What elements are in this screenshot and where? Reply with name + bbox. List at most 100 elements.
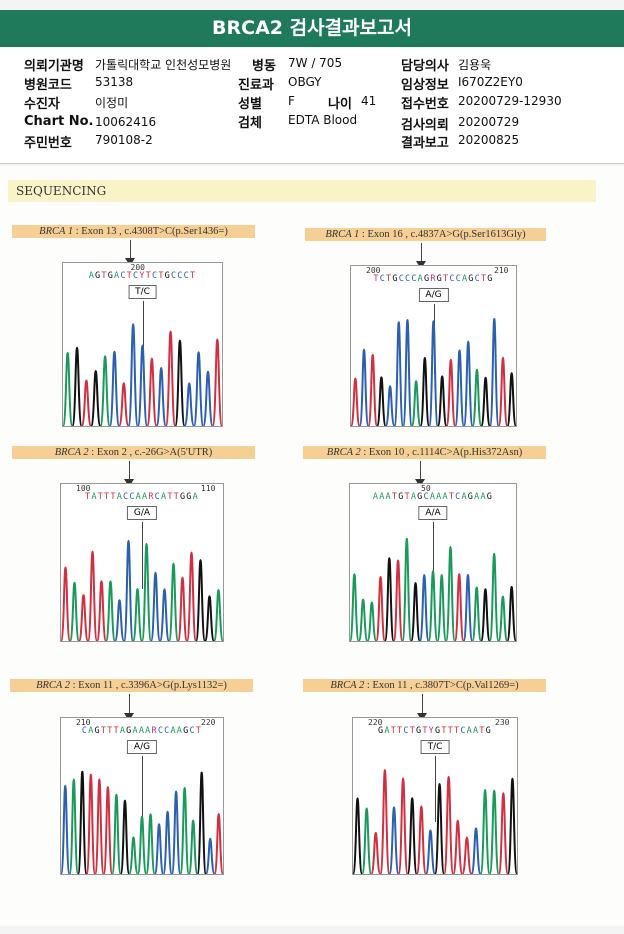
trace-peak xyxy=(479,788,491,874)
base-call: T xyxy=(85,492,92,502)
trace-peak xyxy=(436,574,448,641)
variant-label: BRCA 2 : Exon 11 , c.3807T>C(p.Val1269=) xyxy=(303,679,546,692)
gene-name: BRCA 2 xyxy=(326,447,361,458)
call-line xyxy=(142,522,143,589)
base-call: C xyxy=(474,274,481,284)
label: 병원코드 xyxy=(24,78,72,93)
value: 53138 xyxy=(95,75,134,89)
trace-peak xyxy=(358,348,370,426)
base-call: G xyxy=(486,492,494,502)
trace-peak xyxy=(370,831,382,874)
trace-peak xyxy=(367,353,379,426)
label: 병동 xyxy=(252,59,276,74)
trace-peak xyxy=(462,340,474,426)
trace-peak xyxy=(105,580,116,641)
position-number: 200 xyxy=(130,263,145,272)
base-call: C xyxy=(411,274,418,284)
trace-peak xyxy=(384,385,396,426)
trace-peak xyxy=(357,598,369,641)
base-call: T xyxy=(448,492,456,502)
label: 수진자 xyxy=(24,97,60,112)
trace-svg xyxy=(353,769,517,874)
trace-peak xyxy=(383,557,395,641)
trace-peak xyxy=(153,823,165,874)
trace-peak xyxy=(204,837,216,874)
base-call: G xyxy=(416,726,423,736)
trace-peak xyxy=(497,595,509,641)
call-line xyxy=(433,522,434,589)
trace-svg xyxy=(61,539,223,641)
base-call: R xyxy=(148,492,155,502)
label: 성별 xyxy=(238,97,262,112)
base-call: G xyxy=(485,726,492,736)
trace-peak xyxy=(132,588,143,641)
base-call: C xyxy=(455,274,462,284)
trace-svg xyxy=(350,537,516,641)
base-call: T xyxy=(145,271,152,281)
base-call: G xyxy=(424,274,431,284)
variant-label: BRCA 1 : Exon 16 , c.4837A>G(p.Ser1613Gl… xyxy=(305,228,546,241)
gene-name: BRCA 2 xyxy=(330,680,365,691)
call-line xyxy=(142,301,144,374)
base-call: A xyxy=(384,726,391,736)
trace-peak xyxy=(488,789,500,874)
base-call: A xyxy=(436,492,443,502)
variant-description: : Exon 2 , c.-26G>A(5'UTR) xyxy=(88,447,213,458)
trace-peak xyxy=(427,570,439,641)
trace-peak xyxy=(418,574,430,641)
trace-peak xyxy=(415,805,427,874)
variant-description: : Exon 11 , c.3396A>G(p.Lys1132=) xyxy=(70,680,227,691)
base-sequence: TCTGCCCAGRGTCCAGCTG xyxy=(351,274,516,284)
trace-peak xyxy=(471,368,483,426)
base-call: T xyxy=(442,274,450,284)
trace-peak xyxy=(461,836,473,874)
trace-peak xyxy=(128,836,139,874)
base-call: A xyxy=(176,726,184,736)
trace-peak xyxy=(361,807,373,874)
trace-peak xyxy=(61,566,71,641)
base-call: A xyxy=(417,274,424,284)
value: 20200825 xyxy=(458,133,520,147)
base-call: G xyxy=(183,726,190,736)
base-call: C xyxy=(120,271,127,281)
base-call: T xyxy=(397,726,404,736)
base-sequence: GATTCTGTYGTTTCAATG xyxy=(353,726,517,736)
trace-peak xyxy=(402,319,413,426)
trace-peak xyxy=(375,575,386,641)
value: 790108-2 xyxy=(95,133,153,147)
value: F xyxy=(288,94,295,108)
trace-peak xyxy=(78,594,89,641)
base-call: A xyxy=(461,274,469,284)
base-call: A xyxy=(132,726,139,736)
trace-peak xyxy=(136,815,148,874)
trace-peak xyxy=(401,537,413,641)
variant-description: : Exon 16 , c.4837A>G(p.Ser1613Gly) xyxy=(359,229,526,240)
genotype-call: T/C xyxy=(420,740,450,754)
label: Chart No. xyxy=(24,114,94,129)
trace-peak xyxy=(213,589,223,641)
value: I670Z2EY0 xyxy=(458,75,523,89)
trace-svg xyxy=(61,770,223,874)
base-call: C xyxy=(403,726,410,736)
base-call: A xyxy=(116,492,124,502)
value: 10062416 xyxy=(95,115,157,129)
trace-peak xyxy=(376,376,387,426)
arrow-line xyxy=(422,694,423,717)
trace-peak xyxy=(410,380,422,426)
trace-peak xyxy=(127,323,139,426)
patient-info: 의뢰기관명 가톨릭대학교 인천성모병원 병동 7W / 705 담당의사 김용욱… xyxy=(0,48,624,164)
arrow-line xyxy=(129,240,131,262)
trace-peak xyxy=(424,829,436,874)
trace-peak xyxy=(187,819,199,874)
trace-peak xyxy=(118,382,130,426)
trace-peak xyxy=(68,778,80,874)
base-call: T xyxy=(113,726,120,736)
trace-peak xyxy=(61,784,71,874)
genotype-call: T/C xyxy=(128,285,157,299)
arrow-line xyxy=(420,461,421,483)
genotype-call: G/A xyxy=(126,506,158,520)
base-call: R xyxy=(430,274,437,284)
base-call: G xyxy=(186,492,193,502)
trace-peak xyxy=(102,786,114,874)
trace-peak xyxy=(454,349,465,426)
